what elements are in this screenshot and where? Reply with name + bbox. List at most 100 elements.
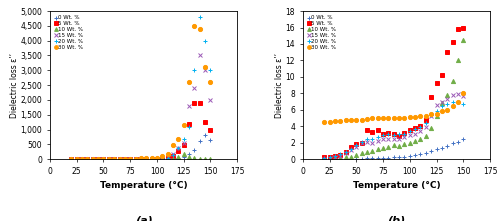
15 Wt. % [423,126,429,128]
20 Wt. % [418,126,424,128]
10 Wt. % [374,148,380,151]
20 Wt. % [100,158,106,160]
20 Wt. % [176,147,182,149]
5 Wt. % [208,128,214,131]
5 Wt. % [370,131,376,133]
5 Wt. % [202,121,208,123]
15 Wt. % [386,138,392,141]
20 Wt. % [348,148,354,151]
5 Wt. % [106,158,112,160]
0 Wt. % [407,154,413,157]
10 Wt. % [144,158,150,160]
15 Wt. % [418,130,424,132]
0 Wt. % [444,145,450,147]
5 Wt. % [342,150,348,153]
0 Wt. % [79,158,85,160]
20 Wt. % [374,135,380,138]
0 Wt. % [434,148,440,151]
5 Wt. % [460,26,466,29]
30 Wt. % [374,117,380,119]
30 Wt. % [428,112,434,115]
30 Wt. % [358,118,364,121]
0 Wt. % [380,156,386,159]
0 Wt. % [74,158,80,160]
0 Wt. % [154,158,160,160]
10 Wt. % [132,158,138,160]
10 Wt. % [122,158,128,160]
15 Wt. % [132,158,138,160]
5 Wt. % [160,157,166,160]
30 Wt. % [354,118,360,121]
10 Wt. % [160,158,166,160]
10 Wt. % [164,158,170,160]
20 Wt. % [354,144,360,147]
15 Wt. % [354,145,360,148]
5 Wt. % [180,144,186,146]
0 Wt. % [412,154,418,156]
15 Wt. % [450,94,456,96]
15 Wt. % [402,135,407,138]
30 Wt. % [160,155,166,158]
0 Wt. % [370,157,376,160]
20 Wt. % [132,158,138,160]
0 Wt. % [396,156,402,159]
15 Wt. % [127,158,133,160]
30 Wt. % [364,118,370,120]
10 Wt. % [332,157,338,160]
20 Wt. % [423,122,429,124]
30 Wt. % [176,138,182,140]
10 Wt. % [428,127,434,129]
0 Wt. % [68,158,74,160]
5 Wt. % [132,158,138,160]
15 Wt. % [434,103,440,106]
0 Wt. % [148,158,154,160]
15 Wt. % [374,140,380,142]
30 Wt. % [439,110,445,113]
10 Wt. % [423,135,429,137]
20 Wt. % [396,132,402,135]
30 Wt. % [444,109,450,111]
15 Wt. % [455,93,461,95]
30 Wt. % [348,119,354,122]
0 Wt. % [84,158,90,160]
Legend: 0 Wt. %, 5 Wt. %, 10 Wt. %, 15 Wt. %, 20 Wt. %, 30 Wt. %: 0 Wt. %, 5 Wt. %, 10 Wt. %, 15 Wt. %, 20… [53,14,85,51]
15 Wt. % [439,101,445,104]
0 Wt. % [180,155,186,158]
20 Wt. % [380,134,386,137]
5 Wt. % [192,101,198,104]
5 Wt. % [444,51,450,53]
15 Wt. % [197,54,203,57]
0 Wt. % [138,158,144,160]
Line: 0 Wt. %: 0 Wt. % [322,137,466,161]
20 Wt. % [386,133,392,136]
15 Wt. % [444,98,450,100]
20 Wt. % [428,113,434,116]
20 Wt. % [138,158,144,160]
5 Wt. % [144,158,150,160]
Line: 20 Wt. %: 20 Wt. % [322,100,466,161]
30 Wt. % [111,157,117,160]
10 Wt. % [455,59,461,62]
Line: 0 Wt. %: 0 Wt. % [69,132,213,162]
30 Wt. % [326,121,332,123]
0 Wt. % [160,158,166,160]
5 Wt. % [122,158,128,160]
30 Wt. % [380,117,386,119]
30 Wt. % [180,124,186,126]
30 Wt. % [402,117,407,119]
15 Wt. % [326,157,332,160]
Line: 20 Wt. %: 20 Wt. % [69,15,213,162]
10 Wt. % [342,156,348,159]
0 Wt. % [332,157,338,160]
20 Wt. % [116,158,122,160]
30 Wt. % [79,158,85,160]
20 Wt. % [180,138,186,140]
Line: 10 Wt. %: 10 Wt. % [70,152,212,161]
15 Wt. % [144,158,150,160]
5 Wt. % [90,158,96,160]
10 Wt. % [116,158,122,160]
Y-axis label: Dielectric loss ε’’: Dielectric loss ε’’ [275,53,284,118]
0 Wt. % [170,157,176,160]
5 Wt. % [164,156,170,159]
30 Wt. % [122,157,128,160]
